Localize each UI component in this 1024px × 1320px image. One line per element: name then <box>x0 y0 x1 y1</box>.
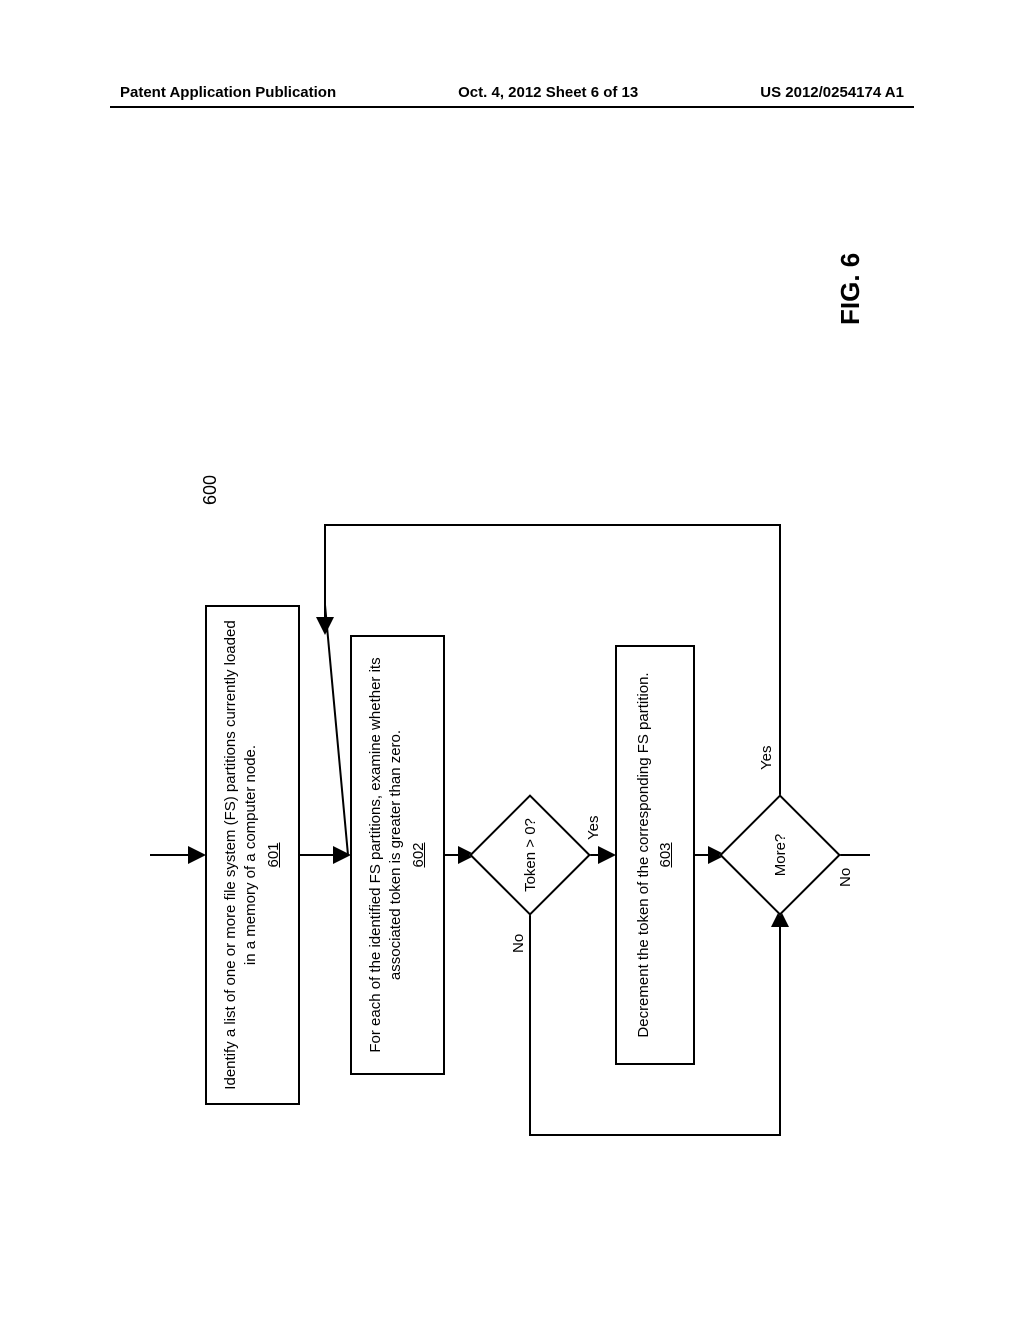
figure-6-area: Identify a list of one or more file syst… <box>85 140 925 1240</box>
step-603-box: Decrement the token of the corresponding… <box>615 645 695 1065</box>
header-rule <box>110 106 914 108</box>
decision-token-label: Token > 0? <box>515 805 545 905</box>
header-left: Patent Application Publication <box>120 84 336 101</box>
step-601-text: Identify a list of one or more file syst… <box>221 617 262 1093</box>
figure-caption: FIG. 6 <box>835 253 866 325</box>
header-center: Oct. 4, 2012 Sheet 6 of 13 <box>458 84 638 101</box>
edge-label-more-yes: Yes <box>758 746 775 770</box>
step-603-text: Decrement the token of the corresponding… <box>634 672 654 1037</box>
header-right: US 2012/0254174 A1 <box>760 84 904 101</box>
step-602-ref: 602 <box>409 842 429 867</box>
page-header: Patent Application Publication Oct. 4, 2… <box>120 84 904 101</box>
step-601-ref: 601 <box>264 842 284 867</box>
flowchart-rotated-container: Identify a list of one or more file syst… <box>115 175 895 1205</box>
decision-more-label: More? <box>765 815 795 895</box>
figure-number-600: 600 <box>200 475 221 505</box>
step-601-box: Identify a list of one or more file syst… <box>205 605 300 1105</box>
edge-label-token-no: No <box>510 934 527 953</box>
edge-label-token-yes: Yes <box>585 816 602 840</box>
step-602-box: For each of the identified FS partitions… <box>350 635 445 1075</box>
step-603-ref: 603 <box>656 842 676 867</box>
edge-label-more-no: No <box>837 868 854 887</box>
step-602-text: For each of the identified FS partitions… <box>366 647 407 1063</box>
